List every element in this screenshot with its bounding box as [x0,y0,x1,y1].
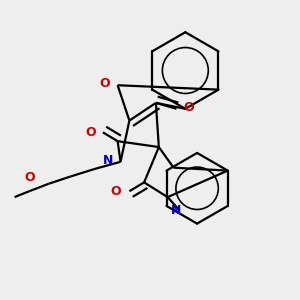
Text: O: O [110,185,121,198]
Text: O: O [85,126,95,139]
Text: O: O [100,77,110,90]
Text: O: O [24,171,34,184]
Text: O: O [184,101,194,114]
Text: N: N [103,154,113,167]
Text: N: N [171,205,181,218]
